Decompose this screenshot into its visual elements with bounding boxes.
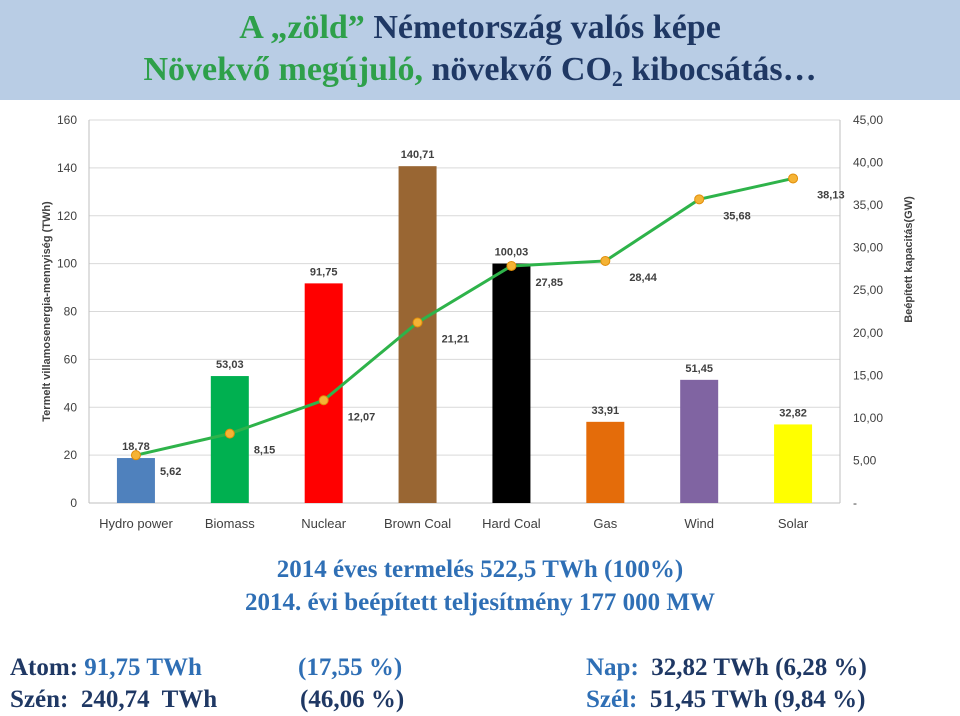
- capacity-value-label: 28,44: [629, 272, 657, 284]
- production-stat: 2014 éves termelés 522,5 TWh (100%): [276, 556, 684, 583]
- bar-value-label: 100,03: [495, 247, 529, 259]
- category-label: Wind: [684, 516, 714, 531]
- category-label: Nuclear: [301, 516, 346, 531]
- y2-tick-label: 30,00: [853, 241, 883, 255]
- capacity-point: [600, 255, 611, 266]
- energy-chart: 0 20 40 60 80 100 120 140 160 - 5,00 10,00 15,00 20,0…: [41, 113, 915, 531]
- szen-percent: (46,06 %): [300, 686, 405, 713]
- szen-label: Szén:: [10, 686, 69, 713]
- y2-axis-title: Beépített kapacitás(GW): [903, 196, 915, 323]
- y-tick-label: 0: [70, 496, 77, 510]
- bar-value-label: 18,78: [122, 441, 150, 453]
- szel-label: Szél:: [586, 686, 638, 713]
- bar-value-label: 32,82: [779, 407, 807, 419]
- category-label: Brown Coal: [384, 516, 451, 531]
- y-tick-label: 120: [57, 209, 77, 223]
- atom-label: Atom:: [10, 654, 79, 681]
- y2-tick-label: -: [853, 496, 857, 510]
- title-green-part: A „zöld”: [239, 9, 365, 46]
- szel-summary: Szél: 51,45 TWh (9,84 %): [586, 684, 865, 716]
- subtitle-co: növekvő CO: [423, 51, 612, 88]
- bar-value-label: 140,71: [401, 149, 435, 161]
- bar-hard-coal: [492, 263, 531, 503]
- y-tick-label: 40: [64, 400, 78, 414]
- capacity-point: [506, 260, 517, 271]
- y2-tick-label: 45,00: [853, 113, 883, 127]
- category-label: Biomass: [205, 516, 255, 531]
- y-tick-label: 80: [64, 305, 78, 319]
- y-tick-label: 20: [64, 448, 78, 462]
- capacity-value-label: 38,13: [817, 189, 845, 201]
- y2-tick-label: 40,00: [853, 156, 883, 170]
- bar-value-label: 91,75: [310, 266, 338, 278]
- category-label: Solar: [778, 516, 809, 531]
- bar-solar: [774, 424, 813, 503]
- bar-gas: [586, 421, 625, 503]
- nap-value: 32,82 TWh (6,28 %): [638, 654, 867, 681]
- bar-value-label: 51,45: [685, 363, 713, 375]
- y2-tick-label: 25,00: [853, 283, 883, 297]
- y-tick-label: 140: [57, 161, 77, 175]
- capacity-value-label: 8,15: [254, 445, 275, 457]
- page-subtitle: Növekvő megújuló, növekvő CO2 kibocsátás…: [0, 50, 960, 99]
- bar-nuclear: [304, 283, 343, 503]
- y-tick-label: 100: [57, 257, 77, 271]
- subtitle-green-part: Növekvő megújuló,: [143, 51, 423, 88]
- category-label: Hard Coal: [482, 516, 541, 531]
- category-label: Gas: [593, 516, 617, 531]
- subtitle-end: kibocsátás…: [622, 51, 817, 88]
- capacity-value-label: 12,07: [348, 411, 376, 423]
- bar-hydro-power: [116, 458, 155, 503]
- szel-value: 51,45 TWh (9,84 %): [637, 686, 866, 713]
- szen-value: 240,74 TWh: [68, 686, 218, 713]
- atom-summary: Atom: 91,75 TWh: [10, 652, 202, 684]
- page-title: A „zöld” Németország valós képe: [0, 8, 960, 48]
- nap-label: Nap:: [586, 654, 639, 681]
- bar-wind: [680, 379, 719, 503]
- y2-tick-label: 5,00: [853, 453, 877, 467]
- capacity-point: [412, 317, 423, 328]
- capacity-value-label: 35,68: [723, 210, 751, 222]
- capacity-point: [224, 428, 235, 439]
- subtitle-subscript: 2: [611, 66, 623, 91]
- capacity-value-label: 21,21: [442, 333, 470, 345]
- bar-value-label: 33,91: [592, 405, 620, 417]
- nap-summary: Nap: 32,82 TWh (6,28 %): [586, 652, 867, 684]
- y2-tick-label: 20,00: [853, 326, 883, 340]
- capacity-line: [135, 177, 794, 457]
- y2-tick-label: 35,00: [853, 198, 883, 212]
- y-axis-title: Termelt villamosenergia-mennyiség (TWh): [41, 201, 53, 422]
- capacity-stat: 2014. évi beépített teljesítmény 177 000…: [244, 589, 716, 616]
- atom-value: 91,75 TWh: [78, 654, 202, 681]
- y2-tick-label: 15,00: [853, 368, 883, 382]
- capacity-value-label: 27,85: [535, 277, 563, 289]
- capacity-point: [694, 194, 705, 205]
- title-rest: Németország valós képe: [364, 9, 721, 46]
- y-tick-label: 160: [57, 113, 77, 127]
- bar-biomass: [210, 376, 249, 503]
- bar-value-label: 53,03: [216, 359, 244, 371]
- subtitle-rest: növekvő CO2 kibocsátás…: [423, 51, 817, 91]
- szen-summary: Szén: 240,74 TWh: [10, 684, 217, 716]
- capacity-point: [130, 450, 141, 461]
- y-tick-label: 60: [64, 352, 78, 366]
- title-banner: [0, 0, 960, 100]
- atom-percent: (17,55 %): [298, 654, 403, 681]
- category-label: Hydro power: [99, 516, 173, 531]
- capacity-point: [318, 395, 329, 406]
- capacity-point: [788, 173, 799, 184]
- y2-tick-label: 10,00: [853, 411, 883, 425]
- capacity-value-label: 5,62: [160, 466, 181, 478]
